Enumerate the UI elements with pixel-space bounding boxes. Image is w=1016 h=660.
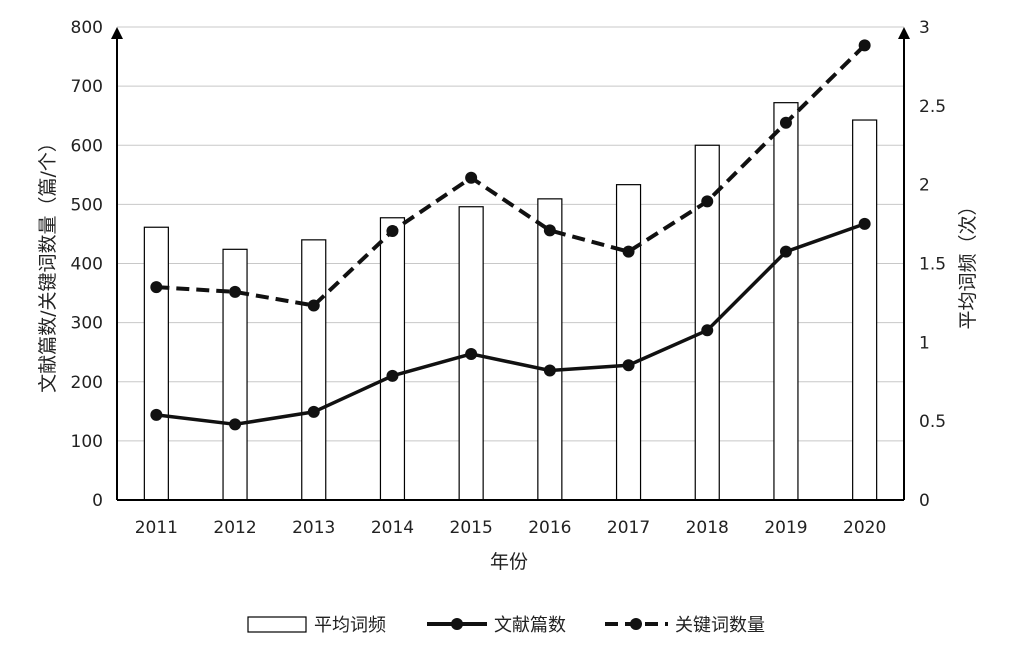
paper-count-point-2014 — [386, 369, 399, 382]
paper-count-point-2013 — [307, 405, 320, 418]
x-axis-title: 年份 — [490, 551, 528, 573]
x-tick-label: 2011 — [135, 518, 178, 538]
keyword-count-line — [156, 43, 867, 308]
y-right-tick-label: 0 — [919, 491, 930, 511]
bar-2017 — [615, 184, 642, 501]
legend-bar-swatch — [247, 616, 307, 633]
bar-2019 — [773, 102, 799, 501]
y-left-tick-label: 400 — [71, 255, 103, 275]
legend-dashed-marker — [630, 618, 642, 630]
line-series — [150, 39, 871, 431]
x-tick-label: 2016 — [528, 518, 571, 538]
keyword-count-point-2014 — [386, 224, 399, 237]
keyword-count-point-2016 — [543, 224, 556, 237]
legend-label-solid: 文献篇数 — [494, 615, 566, 636]
keyword-count-point-2019 — [779, 116, 792, 129]
y-left-tick-label: 800 — [71, 18, 103, 38]
legend-solid-marker — [451, 618, 463, 630]
y-axis-right-title: 平均词频（次） — [957, 196, 979, 329]
y-left-tick-label: 200 — [71, 373, 103, 393]
keyword-count-point-2015 — [465, 171, 478, 184]
keyword-count-point-2012 — [229, 285, 242, 298]
keyword-count-point-2018 — [701, 195, 714, 208]
paper-count-point-2019 — [779, 245, 792, 258]
bar-2013 — [301, 239, 327, 501]
y-axis-right-arrow — [898, 27, 910, 39]
paper-count-line — [156, 222, 866, 427]
keyword-count-point-2017 — [622, 245, 635, 258]
paper-count-point-2020 — [858, 217, 871, 230]
y-left-tick-label: 0 — [92, 491, 103, 511]
y-right-tick-label: 3 — [919, 18, 930, 38]
y-left-tick-label: 100 — [71, 432, 103, 452]
paper-count-point-2017 — [622, 359, 635, 372]
x-tick-label: 2013 — [292, 518, 335, 538]
legend-label-bar: 平均词频 — [314, 615, 386, 636]
legend: 平均词频 文献篇数 关键词数量 — [247, 615, 765, 636]
paper-count-point-2011 — [150, 408, 163, 421]
axes — [111, 27, 910, 501]
legend-label-dashed: 关键词数量 — [675, 615, 765, 636]
bar-2016 — [537, 198, 563, 501]
x-tick-label: 2019 — [764, 518, 807, 538]
bar-2020 — [852, 119, 878, 501]
y-left-tick-label: 500 — [71, 195, 103, 215]
keyword-count-point-2011 — [150, 281, 163, 294]
y-right-tick-label: 2.5 — [919, 97, 946, 117]
y-right-tick-label: 0.5 — [919, 412, 946, 432]
x-tick-label: 2020 — [843, 518, 886, 538]
y-right-tick-label: 2 — [919, 176, 930, 196]
x-tick-label: 2017 — [607, 518, 650, 538]
bar-2014 — [379, 217, 406, 501]
paper-count-point-2015 — [465, 347, 478, 360]
paper-count-point-2016 — [543, 364, 556, 377]
y-right-tick-label: 1 — [919, 333, 930, 353]
x-tick-label: 2018 — [686, 518, 729, 538]
y-right-tick-label: 1.5 — [919, 255, 946, 275]
tick-labels: 0 100 200 300 400 500 600 700 800 0 0.5 1 1.5 2 2.5 3 20… — [71, 18, 947, 538]
y-left-tick-label: 600 — [71, 136, 103, 156]
paper-count-point-2012 — [229, 418, 242, 431]
x-tick-label: 2014 — [371, 518, 414, 538]
y-axis-left-title: 文献篇数/关键词数量（篇/个） — [37, 133, 59, 393]
x-tick-label: 2012 — [213, 518, 256, 538]
keyword-count-point-2013 — [307, 299, 320, 312]
y-axis-left-arrow — [111, 27, 123, 39]
keyword-count-point-2020 — [858, 39, 871, 52]
y-left-tick-label: 300 — [71, 314, 103, 334]
x-tick-label: 2015 — [450, 518, 493, 538]
bar-2011 — [143, 226, 169, 501]
paper-count-point-2018 — [701, 324, 714, 337]
y-left-tick-label: 700 — [71, 77, 103, 97]
